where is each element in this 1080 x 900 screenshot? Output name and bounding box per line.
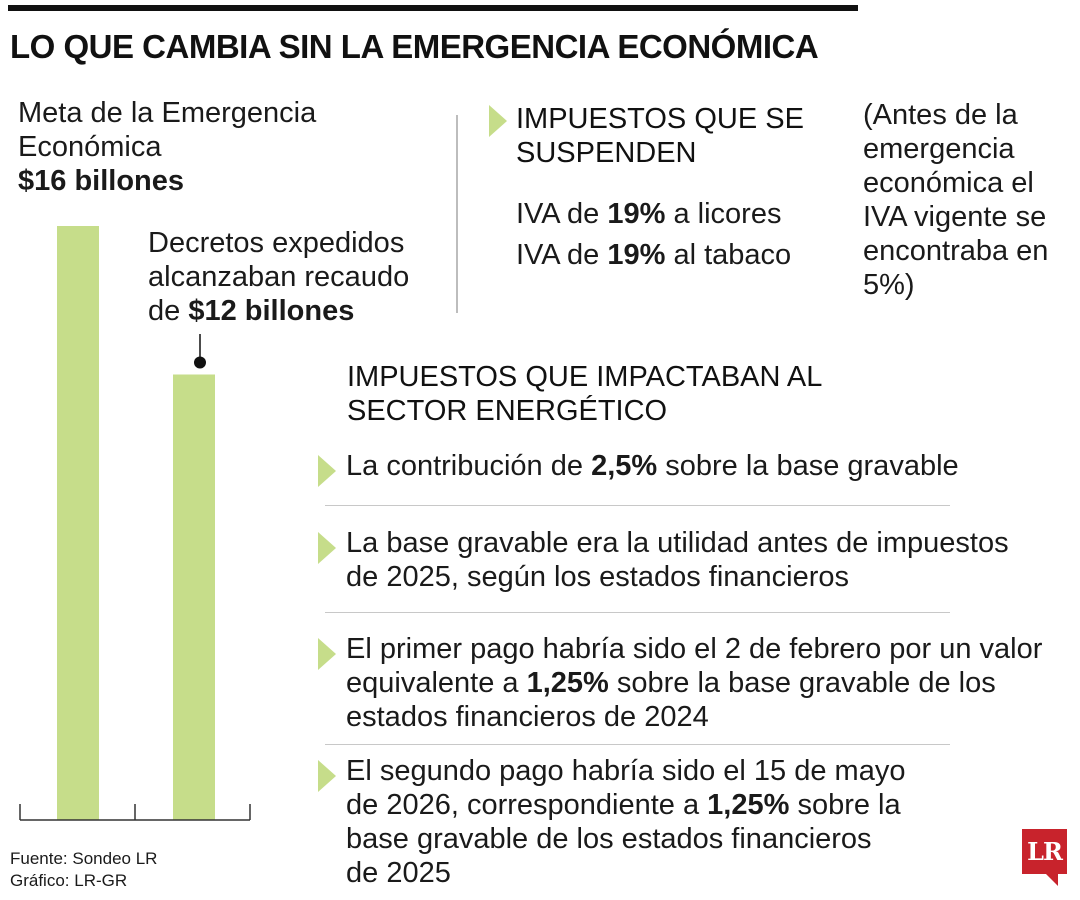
energy-item-text-start: El segundo pago habría sido el 15 de may… bbox=[346, 755, 906, 821]
energy-item-percent: 2,5% bbox=[591, 450, 658, 482]
suspended-item-text-end: a licores bbox=[665, 198, 782, 230]
suspended-item-text-end: al tabaco bbox=[665, 239, 792, 271]
bar-value-decretos: $12 billones bbox=[188, 295, 355, 327]
energy-item-text-end: sobre la base gravable bbox=[657, 450, 959, 482]
bar-label-decretos: Decretos expedidos alcanzaban recaudo de… bbox=[148, 226, 438, 328]
suspended-item-percent: 19% bbox=[607, 239, 666, 271]
top-rule bbox=[8, 5, 858, 11]
bar-value-meta: $16 billones bbox=[18, 165, 185, 197]
item-divider bbox=[325, 744, 950, 745]
iva-note: (Antes de la emergencia económica el IVA… bbox=[863, 99, 1049, 301]
energy-item-text: La base gravable era la utilidad antes d… bbox=[346, 526, 1046, 594]
callout-marker-dot bbox=[194, 356, 206, 369]
energy-item-text-end: sobre la base gravable de los estados fi… bbox=[346, 789, 901, 889]
bar-2 bbox=[173, 374, 215, 820]
triangle-bullet-icon bbox=[318, 455, 336, 487]
energy-item-text-end: sobre la base gravable de los estados fi… bbox=[346, 667, 996, 733]
page-title: LO QUE CAMBIA SIN LA EMERGENCIA ECONÓMIC… bbox=[10, 28, 819, 65]
suspended-title: IMPUESTOS QUE SE SUSPENDEN bbox=[516, 103, 804, 169]
suspended-item-text: IVA de bbox=[516, 239, 608, 271]
energy-item-text: La contribución de 2,5% sobre la base gr… bbox=[346, 449, 1046, 483]
energy-item-text-start: La base gravable era la utilidad antes d… bbox=[346, 527, 1009, 593]
energy-item-text: El primer pago habría sido el 2 de febre… bbox=[346, 632, 1046, 734]
bar-1 bbox=[57, 226, 99, 820]
bar-chart bbox=[19, 226, 251, 821]
lr-logo-tail bbox=[1046, 874, 1058, 886]
triangle-bullet-icon bbox=[318, 638, 336, 670]
energy-item-text-start: El primer pago habría sido el 2 de febre… bbox=[346, 633, 1043, 699]
item-divider bbox=[325, 505, 950, 506]
source-text: Fuente: Sondeo LR bbox=[10, 849, 158, 868]
energy-item-text: El segundo pago habría sido el 15 de may… bbox=[346, 754, 906, 890]
credit-text: Gráfico: LR-GR bbox=[10, 871, 128, 890]
energy-item-text-start: La contribución de bbox=[346, 450, 592, 482]
bar-label-meta: Meta de la Emergencia Económica bbox=[18, 97, 317, 163]
vertical-divider bbox=[456, 115, 458, 313]
suspended-item-text: IVA de bbox=[516, 198, 608, 230]
triangle-bullet-icon bbox=[318, 760, 336, 792]
suspended-item: IVA de 19% a licores bbox=[516, 197, 846, 231]
energy-item-percent: 1,25% bbox=[707, 789, 790, 821]
suspended-item: IVA de 19% al tabaco bbox=[516, 238, 846, 272]
triangle-bullet-icon bbox=[318, 532, 336, 564]
energy-item-percent: 1,25% bbox=[526, 667, 609, 699]
source-credit: Fuente: Sondeo LR Gráfico: LR-GR bbox=[10, 848, 260, 892]
lr-logo: LR bbox=[1022, 829, 1067, 874]
item-divider bbox=[325, 612, 950, 613]
suspended-item-percent: 19% bbox=[607, 198, 666, 230]
bar-label-decretos-text: Decretos expedidos alcanzaban recaudo de bbox=[148, 227, 410, 327]
triangle-bullet-icon bbox=[489, 105, 507, 137]
energy-title: IMPUESTOS QUE IMPACTABAN AL SECTOR ENERG… bbox=[347, 361, 822, 427]
